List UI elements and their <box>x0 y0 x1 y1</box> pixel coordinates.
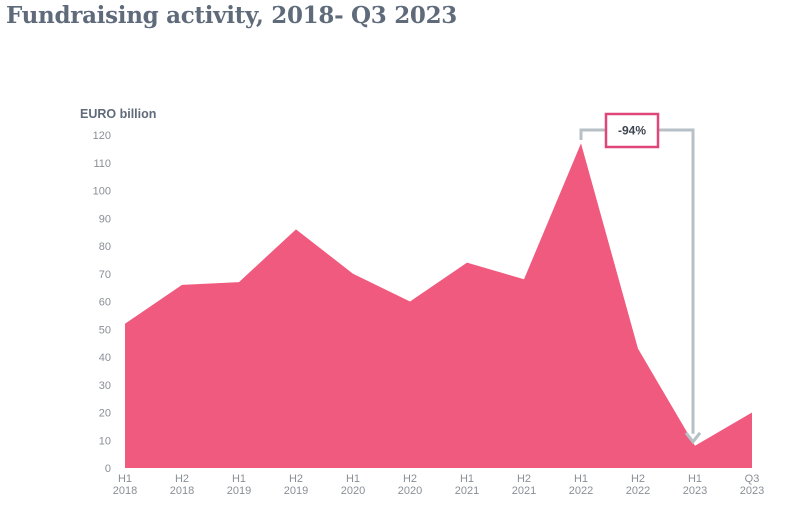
x-tick-line: 2023 <box>683 485 707 497</box>
x-tick-line: H1 <box>346 473 360 485</box>
y-tick-label: 0 <box>105 463 111 475</box>
y-tick-label: 70 <box>99 269 111 281</box>
x-tick-label: Q3 2023 <box>740 473 764 497</box>
x-tick-line: H1 <box>574 473 588 485</box>
x-tick-line: 2020 <box>398 485 422 497</box>
x-tick-label: H2 2018 <box>170 473 194 497</box>
x-tick-line: 2021 <box>455 485 479 497</box>
x-tick-line: 2022 <box>626 485 650 497</box>
x-tick-line: 2023 <box>740 485 764 497</box>
y-tick-label: 110 <box>93 158 111 170</box>
x-tick-label: H1 2019 <box>227 473 251 497</box>
x-tick-label: H1 2023 <box>683 473 707 497</box>
x-tick-label: H1 2021 <box>455 473 479 497</box>
x-tick-line: 2018 <box>113 485 137 497</box>
y-tick-label: 50 <box>99 324 111 336</box>
x-tick-line: 2021 <box>512 485 536 497</box>
x-tick-line: 2019 <box>227 485 251 497</box>
y-tick-label: 120 <box>93 130 111 142</box>
x-tick-line: H2 <box>175 473 189 485</box>
x-tick-label: H2 2021 <box>512 473 536 497</box>
x-tick-line: H2 <box>517 473 531 485</box>
x-tick-line: H2 <box>403 473 417 485</box>
x-tick-label: H2 2022 <box>626 473 650 497</box>
page-title: Fundraising activity, 2018- Q3 2023 <box>6 2 458 29</box>
x-tick-line: 2020 <box>341 485 365 497</box>
x-tick-label: H2 2020 <box>398 473 422 497</box>
y-tick-label: 40 <box>99 352 111 364</box>
y-tick-label: 90 <box>99 213 111 225</box>
y-tick-label: 30 <box>99 380 111 392</box>
x-tick-line: Q3 <box>745 473 760 485</box>
callout-label: -94% <box>618 124 646 138</box>
y-tick-label: 10 <box>99 435 111 447</box>
x-tick-label: H2 2019 <box>284 473 308 497</box>
x-tick-line: 2022 <box>569 485 593 497</box>
callout-box <box>604 112 660 149</box>
x-tick-line: H1 <box>232 473 246 485</box>
x-tick-label: H1 2018 <box>113 473 137 497</box>
x-tick-line: H2 <box>631 473 645 485</box>
y-axis-label: EURO billion <box>80 107 156 121</box>
x-tick-line: H2 <box>289 473 303 485</box>
y-tick-label: 20 <box>99 408 111 420</box>
y-tick-label: 100 <box>93 186 111 198</box>
drop-arrowhead <box>684 431 702 445</box>
x-tick-label: H1 2022 <box>569 473 593 497</box>
y-tick-label: 60 <box>99 297 111 309</box>
x-tick-line: H1 <box>460 473 474 485</box>
y-tick-label: 80 <box>99 241 111 253</box>
x-tick-line: 2019 <box>284 485 308 497</box>
x-tick-label: H1 2020 <box>341 473 365 497</box>
x-tick-line: H1 <box>688 473 702 485</box>
x-tick-line: 2018 <box>170 485 194 497</box>
x-tick-line: H1 <box>118 473 132 485</box>
series-area <box>125 143 752 468</box>
